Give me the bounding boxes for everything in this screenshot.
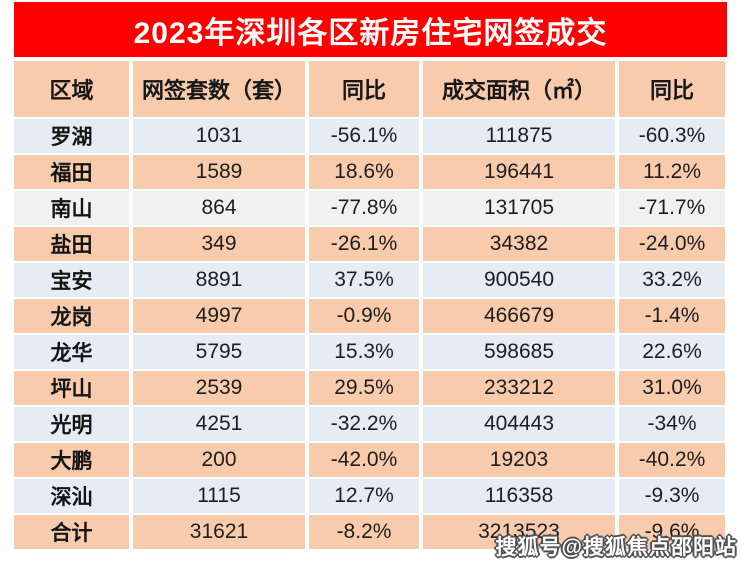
units-yoy-cell: 29.5% (309, 371, 419, 405)
district-cell: 宝安 (14, 263, 129, 297)
area-cell: 598685 (423, 335, 615, 369)
district-cell: 光明 (14, 407, 129, 441)
units-yoy-cell: -32.2% (309, 407, 419, 441)
units-cell: 8891 (133, 263, 305, 297)
table-row: 宝安 8891 37.5% 900540 33.2% (14, 263, 725, 297)
area-yoy-cell: -60.3% (619, 119, 725, 153)
area-yoy-cell: -1.4% (619, 299, 725, 333)
area-cell: 116358 (423, 479, 615, 513)
district-cell: 深汕 (14, 479, 129, 513)
district-cell: 龙岗 (14, 299, 129, 333)
area-cell: 900540 (423, 263, 615, 297)
area-cell: 34382 (423, 227, 615, 261)
units-cell: 864 (133, 191, 305, 225)
table-title-banner: 2023年深圳各区新房住宅网签成交 (14, 2, 727, 57)
area-yoy-cell: -71.7% (619, 191, 725, 225)
units-cell: 200 (133, 443, 305, 477)
area-cell: 466679 (423, 299, 615, 333)
table-row: 合计 31621 -8.2% 3213523 -9.6% (14, 515, 725, 549)
district-cell: 坪山 (14, 371, 129, 405)
district-cell: 盐田 (14, 227, 129, 261)
units-yoy-cell: -77.8% (309, 191, 419, 225)
units-yoy-cell: 15.3% (309, 335, 419, 369)
table-row: 龙华 5795 15.3% 598685 22.6% (14, 335, 725, 369)
units-yoy-cell: -0.9% (309, 299, 419, 333)
header-area: 成交面积（㎡） (423, 61, 615, 117)
sohu-watermark: 搜狐号@搜狐焦点邵阳站 (495, 536, 737, 559)
table-row: 坪山 2539 29.5% 233212 31.0% (14, 371, 725, 405)
header-units: 网签套数（套） (133, 61, 305, 117)
area-cell: 233212 (423, 371, 615, 405)
area-yoy-cell: -40.2% (619, 443, 725, 477)
table-header: 区域 网签套数（套） 同比 成交面积（㎡） 同比 (14, 61, 725, 117)
table-row: 光明 4251 -32.2% 404443 -34% (14, 407, 725, 441)
table-body: 罗湖 1031 -56.1% 111875 -60.3% 福田 1589 18.… (14, 119, 725, 549)
area-cell: 19203 (423, 443, 615, 477)
units-yoy-cell: 18.6% (309, 155, 419, 189)
header-row: 区域 网签套数（套） 同比 成交面积（㎡） 同比 (14, 61, 725, 117)
header-area-yoy: 同比 (619, 61, 725, 117)
units-yoy-cell: -8.2% (309, 515, 419, 549)
units-yoy-cell: 12.7% (309, 479, 419, 513)
units-cell: 1589 (133, 155, 305, 189)
area-cell: 3213523 (423, 515, 615, 549)
units-cell: 4251 (133, 407, 305, 441)
area-yoy-cell: -34% (619, 407, 725, 441)
district-cell: 南山 (14, 191, 129, 225)
area-cell: 404443 (423, 407, 615, 441)
units-cell: 2539 (133, 371, 305, 405)
area-yoy-cell: 22.6% (619, 335, 725, 369)
table-row: 深汕 1115 12.7% 116358 -9.3% (14, 479, 725, 513)
table-row: 南山 864 -77.8% 131705 -71.7% (14, 191, 725, 225)
table-row: 盐田 349 -26.1% 34382 -24.0% (14, 227, 725, 261)
table-title: 2023年深圳各区新房住宅网签成交 (133, 16, 608, 50)
area-yoy-cell: -9.3% (619, 479, 725, 513)
units-cell: 5795 (133, 335, 305, 369)
district-cell: 大鹏 (14, 443, 129, 477)
table-row: 福田 1589 18.6% 196441 11.2% (14, 155, 725, 189)
area-yoy-cell: 11.2% (619, 155, 725, 189)
units-yoy-cell: -56.1% (309, 119, 419, 153)
district-cell: 罗湖 (14, 119, 129, 153)
area-cell: 131705 (423, 191, 615, 225)
table-row: 龙岗 4997 -0.9% 466679 -1.4% (14, 299, 725, 333)
area-cell: 111875 (423, 119, 615, 153)
units-cell: 31621 (133, 515, 305, 549)
units-yoy-cell: -26.1% (309, 227, 419, 261)
area-yoy-cell: -9.6% (619, 515, 725, 549)
area-yoy-cell: 31.0% (619, 371, 725, 405)
table-row: 罗湖 1031 -56.1% 111875 -60.3% (14, 119, 725, 153)
table-row: 大鹏 200 -42.0% 19203 -40.2% (14, 443, 725, 477)
district-cell: 福田 (14, 155, 129, 189)
units-yoy-cell: -42.0% (309, 443, 419, 477)
district-cell: 合计 (14, 515, 129, 549)
area-yoy-cell: -24.0% (619, 227, 725, 261)
district-cell: 龙华 (14, 335, 129, 369)
area-cell: 196441 (423, 155, 615, 189)
units-yoy-cell: 37.5% (309, 263, 419, 297)
units-cell: 1115 (133, 479, 305, 513)
units-cell: 349 (133, 227, 305, 261)
header-units-yoy: 同比 (309, 61, 419, 117)
units-cell: 4997 (133, 299, 305, 333)
header-district: 区域 (14, 61, 129, 117)
units-cell: 1031 (133, 119, 305, 153)
area-yoy-cell: 33.2% (619, 263, 725, 297)
housing-data-table: 区域 网签套数（套） 同比 成交面积（㎡） 同比 罗湖 1031 -56.1% … (10, 59, 729, 551)
